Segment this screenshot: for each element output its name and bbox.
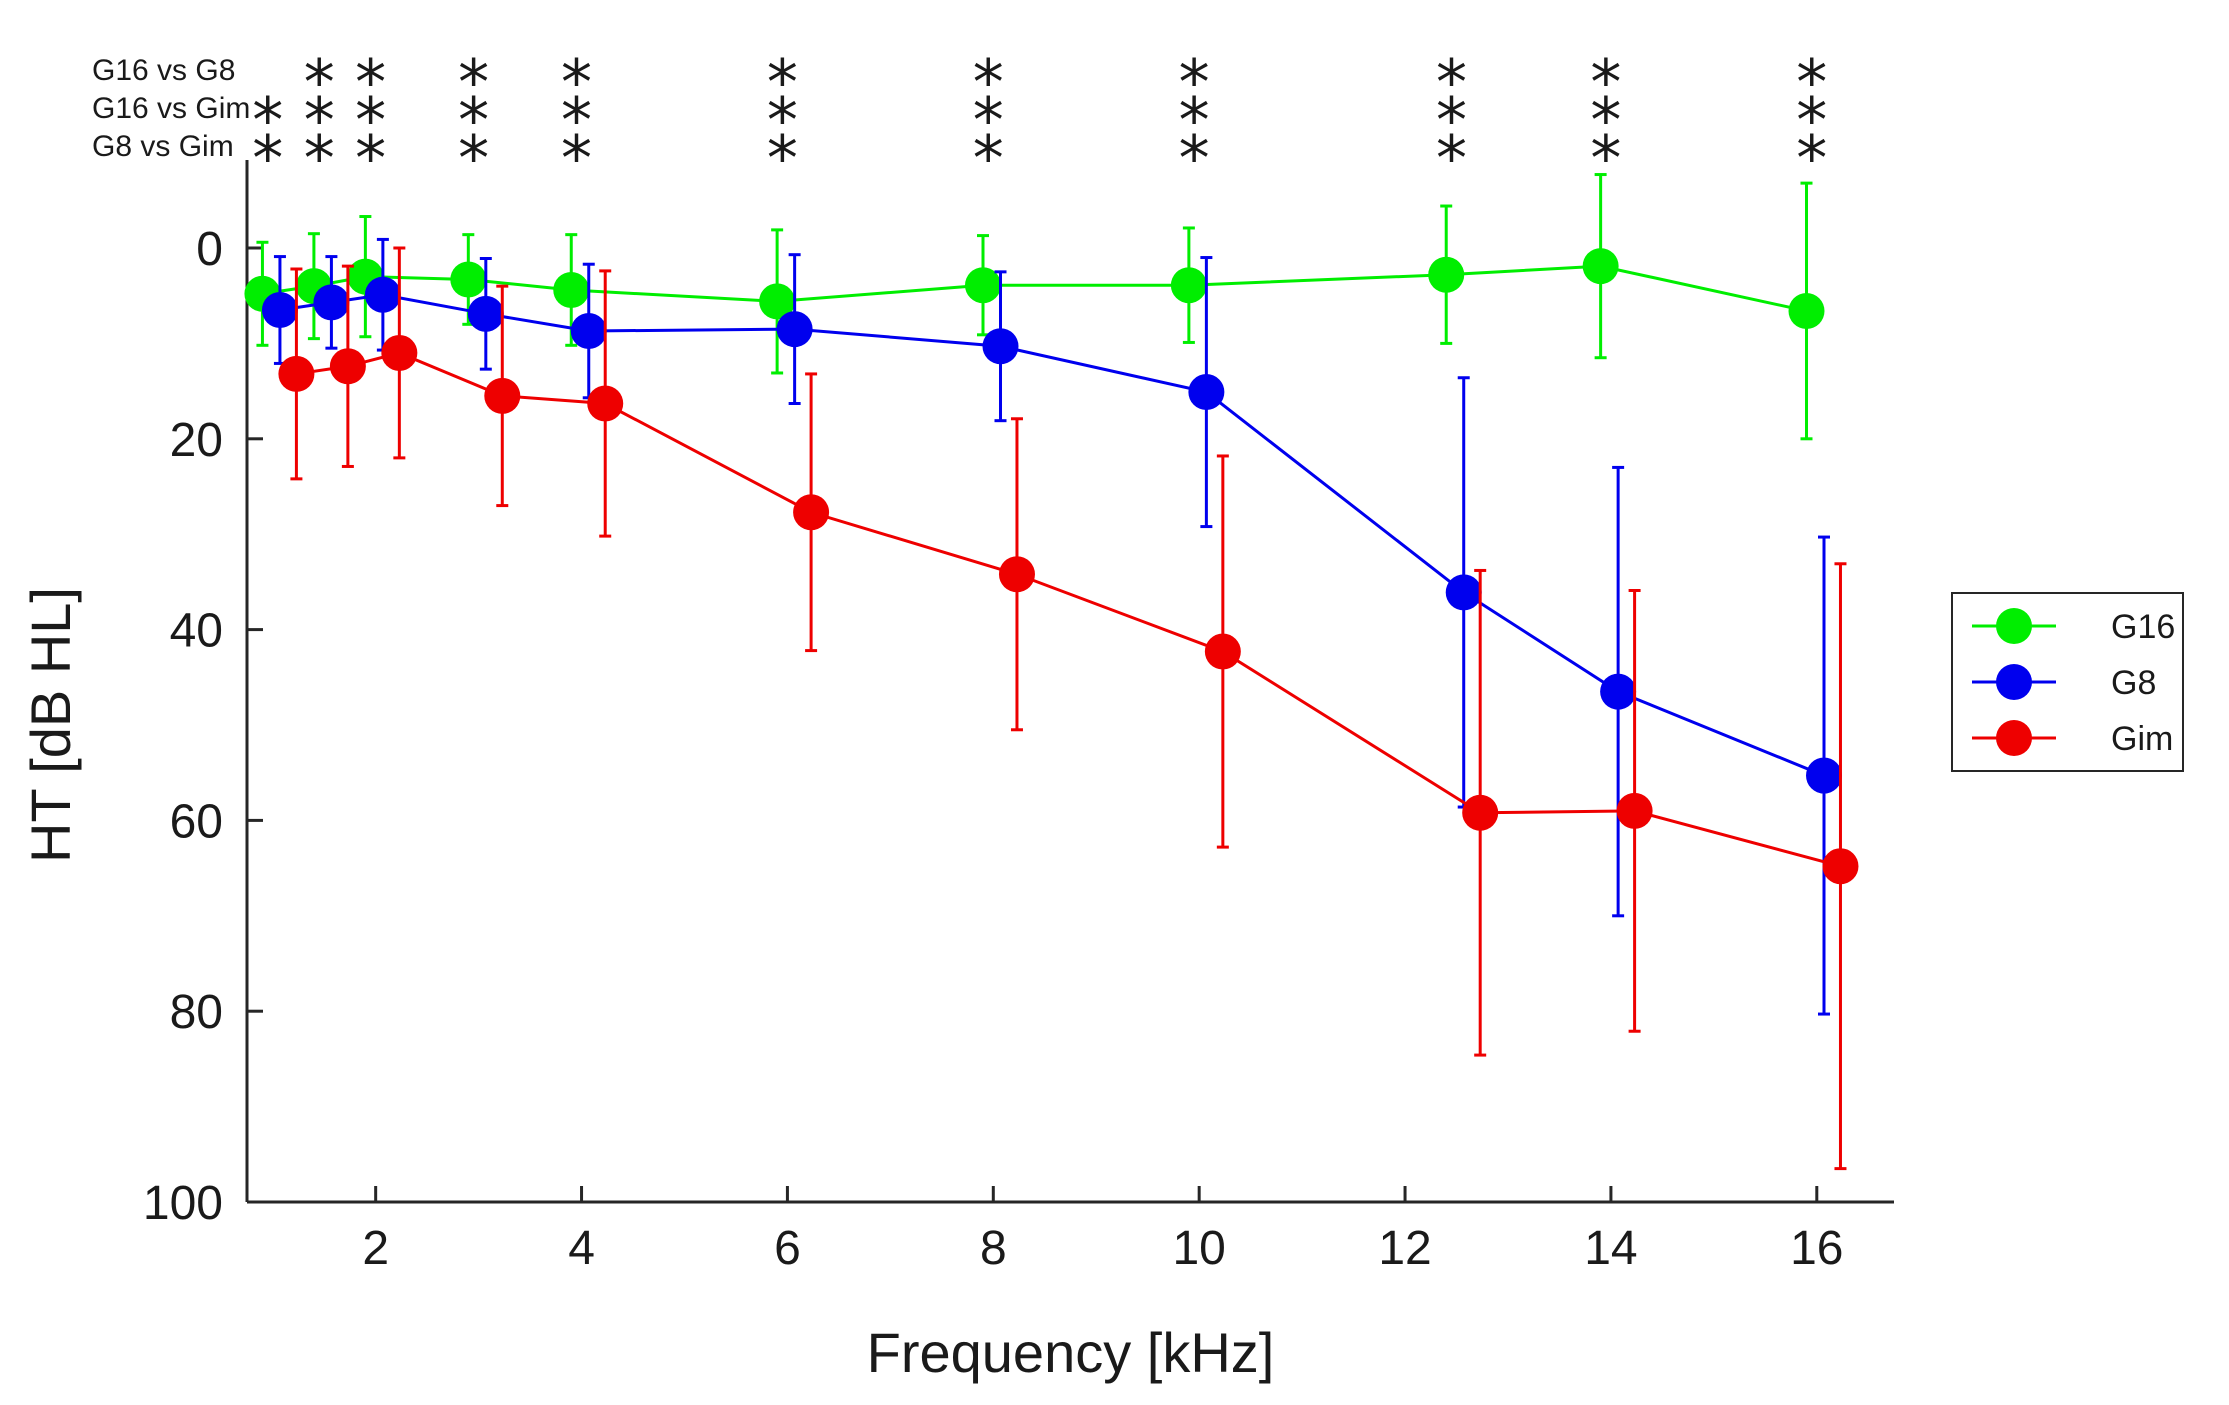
legend-label: G8 — [2111, 664, 2156, 702]
significance-star: * — [1436, 46, 1467, 119]
x-tick-label: 10 — [1172, 1222, 1225, 1275]
legend: G16 G8 Gim — [1951, 592, 2184, 772]
data-point — [1170, 267, 1207, 304]
x-tick-label: 14 — [1584, 1222, 1637, 1275]
significance-star: * — [561, 84, 592, 157]
comparison-label: G16 vs Gim — [92, 92, 250, 125]
significance-star: * — [304, 122, 335, 195]
significance-star: * — [1590, 122, 1621, 195]
significance-star: * — [1436, 122, 1467, 195]
data-point — [965, 267, 1002, 304]
series-line — [279, 293, 1825, 777]
y-tick-label: 100 — [143, 1177, 223, 1230]
data-point — [1616, 792, 1653, 829]
x-tick-label: 6 — [774, 1222, 801, 1275]
data-point — [381, 334, 418, 371]
series-gim — [278, 246, 1859, 1171]
data-point — [278, 355, 315, 392]
significance-star: * — [304, 84, 335, 157]
x-tick-label: 4 — [568, 1222, 595, 1275]
x-axis-title: Frequency [kHz] — [867, 1321, 1275, 1384]
data-point — [1445, 574, 1482, 611]
significance-star: * — [767, 46, 798, 119]
significance-star: * — [1436, 84, 1467, 157]
data-point — [1822, 848, 1859, 885]
significance-star: * — [973, 122, 1004, 195]
legend-marker — [1996, 608, 2032, 644]
data-point — [261, 292, 298, 329]
significance-star: * — [458, 122, 489, 195]
x-tick-label: 12 — [1378, 1222, 1431, 1275]
data-point — [759, 283, 796, 320]
x-tick-label: 2 — [362, 1222, 389, 1275]
significance-star: * — [973, 46, 1004, 119]
significance-star: * — [767, 122, 798, 195]
data-point — [450, 261, 487, 298]
significance-star: * — [973, 84, 1004, 157]
significance-star: * — [458, 84, 489, 157]
significance-star: * — [355, 122, 386, 195]
data-point — [776, 311, 813, 348]
data-point — [587, 385, 624, 422]
y-tick-label: 40 — [170, 605, 223, 658]
y-tick-label: 80 — [170, 986, 223, 1039]
legend-marker — [1996, 720, 2032, 756]
data-point — [1188, 374, 1225, 411]
significance-star: * — [1179, 84, 1210, 157]
significance-star: * — [1590, 84, 1621, 157]
significance-star: * — [252, 122, 283, 195]
comparison-label: G16 vs G8 — [92, 54, 235, 87]
comparison-label: G8 vs Gim — [92, 130, 234, 163]
y-tick-label: 20 — [170, 414, 223, 467]
y-axis-title: HT [dB HL] — [19, 587, 82, 863]
y-axis: 0 20 40 60 80 100 — [143, 160, 263, 1230]
data-point — [1428, 256, 1465, 293]
significance-star: * — [1796, 84, 1827, 157]
significance-star: * — [561, 122, 592, 195]
x-tick-label: 8 — [980, 1222, 1007, 1275]
significance-star: * — [1796, 46, 1827, 119]
series-g8 — [261, 237, 1843, 1016]
significance-star: * — [252, 84, 283, 157]
data-point — [998, 556, 1035, 593]
data-point — [467, 295, 504, 332]
x-tick-label: 16 — [1790, 1222, 1843, 1275]
data-point — [484, 377, 521, 414]
significance-star: * — [1179, 46, 1210, 119]
data-point — [1600, 673, 1637, 710]
significance-star: * — [355, 84, 386, 157]
significance-star: * — [767, 84, 798, 157]
legend-label: G16 — [2111, 608, 2175, 646]
significance-star: * — [304, 46, 335, 119]
data-point — [1806, 757, 1843, 794]
significance-star: * — [458, 46, 489, 119]
data-point — [982, 328, 1019, 365]
data-point — [313, 284, 350, 321]
series-layer — [244, 173, 1859, 1171]
significance-star: * — [1179, 122, 1210, 195]
data-point — [1204, 633, 1241, 670]
significance-star: * — [1590, 46, 1621, 119]
data-point — [793, 494, 830, 531]
y-tick-label: 60 — [170, 795, 223, 848]
y-tick-label: 0 — [196, 223, 223, 276]
data-point — [553, 271, 590, 308]
series-line — [296, 351, 1841, 868]
data-point — [1788, 292, 1825, 329]
legend-marker — [1996, 664, 2032, 700]
data-point — [364, 276, 401, 313]
data-point — [329, 348, 366, 385]
data-point — [1462, 794, 1499, 831]
significance-star: * — [561, 46, 592, 119]
legend-label: Gim — [2111, 720, 2173, 758]
significance-star: * — [355, 46, 386, 119]
data-point — [1582, 248, 1619, 285]
data-point — [570, 312, 607, 349]
x-axis: 2 4 6 8 10 12 14 16 — [247, 1186, 1894, 1275]
